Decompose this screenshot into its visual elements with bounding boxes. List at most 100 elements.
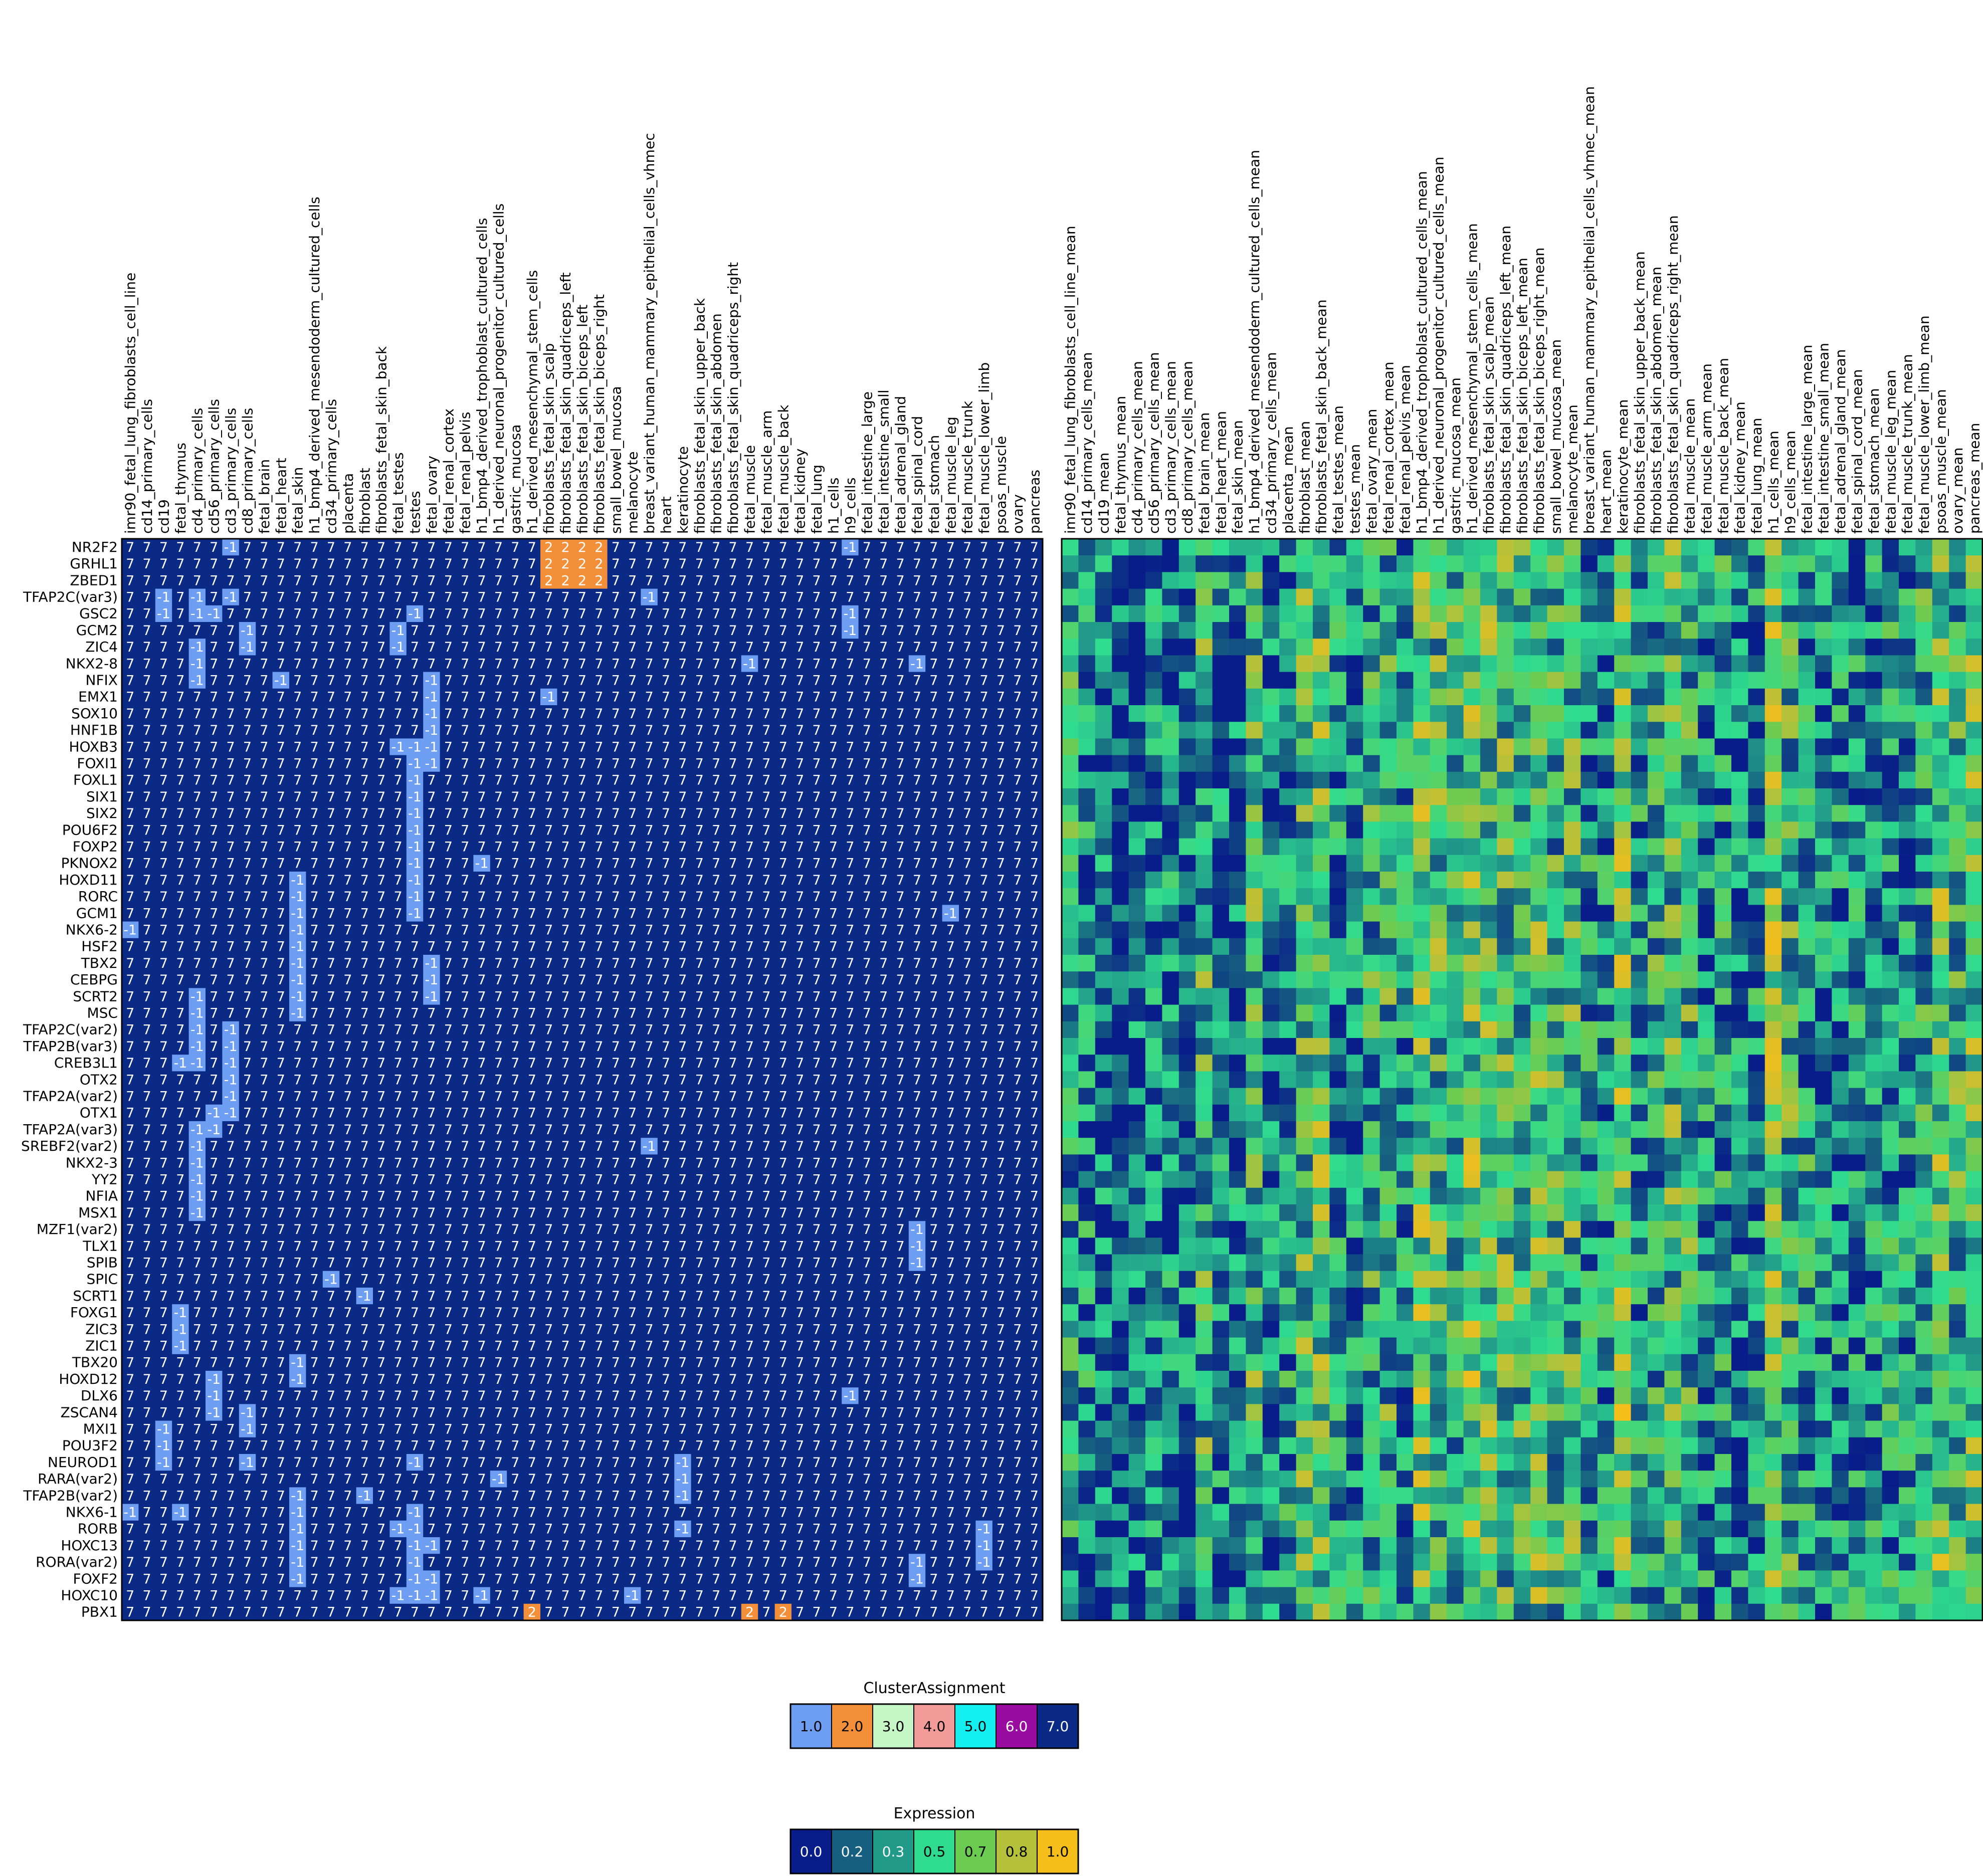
cluster-cell-label: 7 xyxy=(762,1205,770,1221)
cluster-cell-label: 7 xyxy=(227,756,235,771)
cluster-cell-label: 7 xyxy=(729,1072,737,1088)
cluster-cell-label: 7 xyxy=(478,956,486,971)
cluster-cell-label: 7 xyxy=(277,822,285,838)
cluster-cell-label: 7 xyxy=(210,989,218,1004)
cluster-cell-label: 7 xyxy=(578,789,586,805)
cluster-cell-label: 7 xyxy=(360,1039,369,1055)
cluster-cell-label: 7 xyxy=(612,1172,620,1187)
cluster-cell-label: 7 xyxy=(176,1089,184,1104)
cluster-cell-label: 7 xyxy=(394,939,403,955)
cluster-cell-label: 7 xyxy=(478,589,486,605)
cluster-cell-label: 7 xyxy=(729,640,737,655)
cluster-cell-label: 7 xyxy=(829,540,838,555)
cluster-cell-label: 7 xyxy=(511,673,519,688)
cluster-cell-label: 7 xyxy=(260,606,268,622)
cluster-cell-label: 7 xyxy=(461,906,469,921)
cluster-cell-label: 7 xyxy=(963,773,971,788)
cluster-cell-label: 7 xyxy=(997,706,1005,722)
cluster-cell-label: 7 xyxy=(528,1072,536,1088)
cluster-cell-label: 7 xyxy=(1030,1056,1039,1071)
cluster-cell-label: 7 xyxy=(896,956,905,971)
cluster-cell-label: 7 xyxy=(411,1222,419,1237)
cluster-cell-label: 7 xyxy=(645,690,654,705)
cluster-cell-label: 7 xyxy=(1013,1255,1022,1271)
cluster-cell-label: 7 xyxy=(478,1189,486,1204)
cluster-cell-label: 7 xyxy=(444,556,453,572)
cluster-cell-label: 7 xyxy=(594,1272,603,1288)
cluster-cell-label: 7 xyxy=(1013,1139,1022,1154)
cluster-cell-label: 7 xyxy=(578,856,586,872)
cluster-cell-label: 7 xyxy=(243,1022,252,1038)
cluster-cell-label: 7 xyxy=(813,1089,821,1104)
cluster-cell-label: 7 xyxy=(896,906,905,921)
cluster-cell-label: 7 xyxy=(260,1205,268,1221)
cluster-cell-label: 7 xyxy=(544,1172,553,1187)
cluster-cell-label: -1 xyxy=(408,906,422,921)
cluster-cell-label: 7 xyxy=(963,1222,971,1237)
cluster-cell-label: 7 xyxy=(1013,556,1022,572)
cluster-cell-label: 7 xyxy=(494,1022,503,1038)
cluster-cell-label: 7 xyxy=(712,806,720,821)
cluster-cell-label: 7 xyxy=(612,1022,620,1038)
cluster-cell-label: 7 xyxy=(612,1106,620,1121)
cluster-cell-label: -1 xyxy=(190,989,204,1004)
cluster-cell-label: 7 xyxy=(594,989,603,1004)
cluster-cell-label: 7 xyxy=(544,839,553,855)
cluster-cell-label: 7 xyxy=(293,656,302,672)
cluster-cell-label: 7 xyxy=(478,756,486,771)
cluster-cell-label: 7 xyxy=(159,1222,168,1237)
cluster-cell-label: 7 xyxy=(193,939,202,955)
cluster-cell-label: 7 xyxy=(980,1122,988,1138)
cluster-cell-label: 7 xyxy=(227,956,235,971)
cluster-cell-label: 7 xyxy=(745,1022,754,1038)
cluster-cell-label: 7 xyxy=(528,1238,536,1254)
cluster-cell-label: 7 xyxy=(444,1289,453,1304)
cluster-cell-label: 7 xyxy=(578,606,586,622)
cluster-cell-label: 7 xyxy=(594,640,603,655)
cluster-cell-label: 7 xyxy=(461,773,469,788)
cluster-cell-label: 7 xyxy=(327,1238,335,1254)
cluster-cell-label: 7 xyxy=(879,739,888,755)
cluster-cell-label: 7 xyxy=(645,1089,654,1104)
cluster-cell-label: 7 xyxy=(1030,889,1039,905)
cluster-cell-label: 7 xyxy=(963,1072,971,1088)
cluster-cell-label: 7 xyxy=(1030,1005,1039,1021)
cluster-cell-label: 7 xyxy=(528,839,536,855)
cluster-cell-label: 7 xyxy=(126,856,134,872)
cluster-cell-label: 7 xyxy=(411,1238,419,1254)
cluster-cell-label: 7 xyxy=(1013,1205,1022,1221)
cluster-cell-label: 7 xyxy=(729,589,737,605)
cluster-cell-label: 7 xyxy=(277,873,285,888)
cluster-cell-label: 7 xyxy=(913,673,921,688)
cluster-cell-label: 7 xyxy=(879,656,888,672)
cluster-cell-label: 7 xyxy=(394,1289,403,1304)
cluster-cell-label: 7 xyxy=(293,1205,302,1221)
cluster-cell-label: 7 xyxy=(494,1072,503,1088)
cluster-cell-label: 7 xyxy=(377,773,385,788)
cluster-cell-label: 7 xyxy=(594,723,603,738)
cluster-cell-label: 7 xyxy=(963,623,971,639)
cluster-cell-label: 7 xyxy=(528,1205,536,1221)
cluster-cell-label: 7 xyxy=(494,1122,503,1138)
cluster-cell-label: 7 xyxy=(243,856,252,872)
cluster-cell-label: 7 xyxy=(1013,1155,1022,1171)
cluster-cell-label: 7 xyxy=(427,1205,436,1221)
cluster-cell-label: 7 xyxy=(293,673,302,688)
cluster-cell-label: 7 xyxy=(612,889,620,905)
cluster-cell-label: 7 xyxy=(997,1122,1005,1138)
cluster-cell-label: 7 xyxy=(879,1205,888,1221)
cluster-cell-label: 7 xyxy=(293,1106,302,1121)
cluster-cell-label: 7 xyxy=(963,1272,971,1288)
cluster-cell-label: 7 xyxy=(997,1039,1005,1055)
cluster-cell-label: 7 xyxy=(327,1005,335,1021)
cluster-cell-label: 7 xyxy=(578,656,586,672)
cluster-cell-label: 7 xyxy=(511,623,519,639)
cluster-cell-label: 7 xyxy=(343,656,352,672)
cluster-cell-label: 7 xyxy=(578,1039,586,1055)
cluster-cell-label: 7 xyxy=(863,806,871,821)
cluster-cell-label: 7 xyxy=(327,690,335,705)
cluster-cell-label: 7 xyxy=(561,956,570,971)
cluster-cell-label: 7 xyxy=(327,1122,335,1138)
cluster-cell-label: 7 xyxy=(293,1238,302,1254)
cluster-cell-label: 7 xyxy=(377,1056,385,1071)
